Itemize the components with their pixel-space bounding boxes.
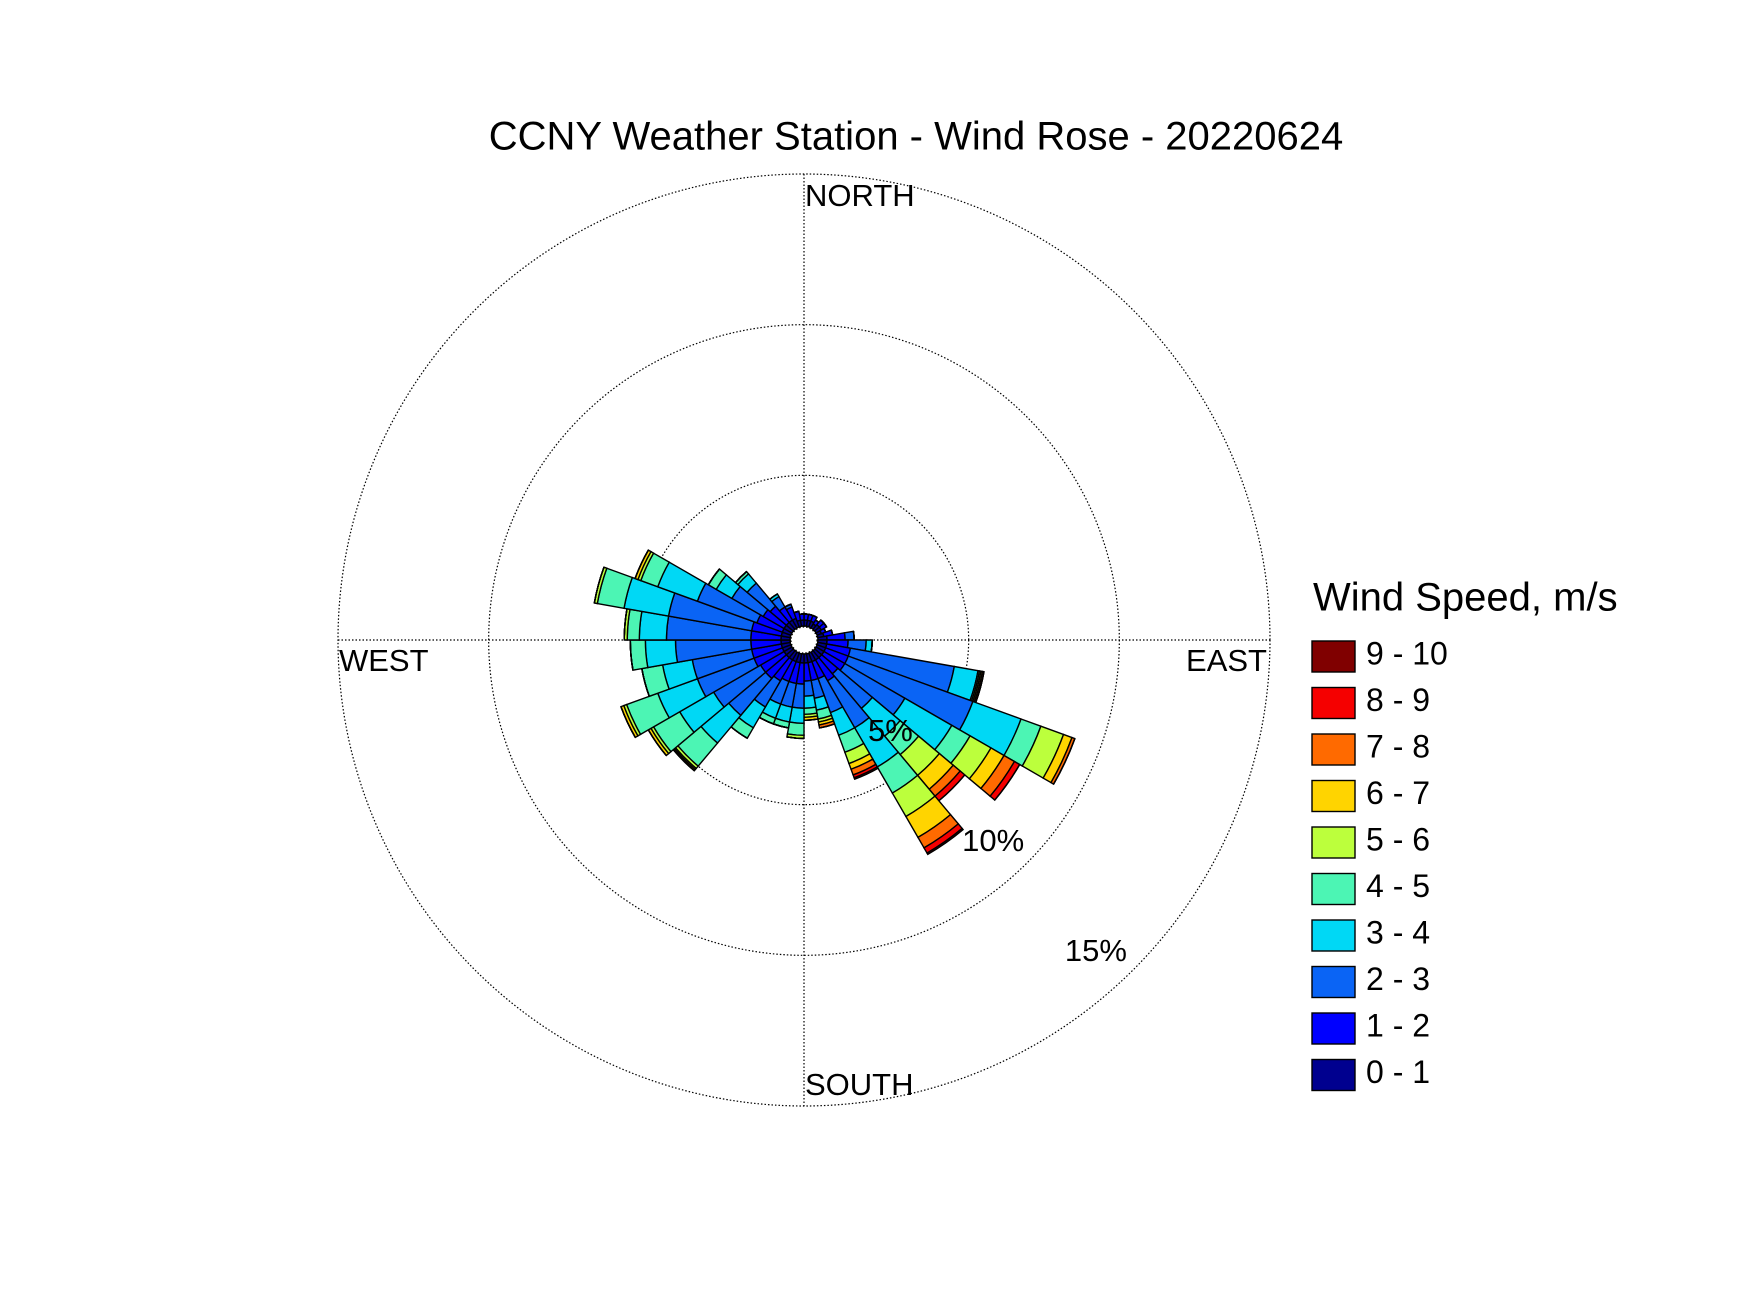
legend-swatch xyxy=(1311,1058,1356,1092)
grid-ring xyxy=(337,173,1271,1107)
legend-title: Wind Speed, m/s xyxy=(1313,576,1618,620)
north-label: NORTH xyxy=(805,178,915,213)
legend-swatch xyxy=(1311,919,1356,952)
legend-label: 5 - 6 xyxy=(1366,821,1430,857)
r-tick-label: 10% xyxy=(962,823,1024,858)
legend-swatch xyxy=(1311,965,1356,999)
wind-segment xyxy=(707,568,720,586)
legend-label: 2 - 3 xyxy=(1366,961,1430,997)
legend-swatch xyxy=(1311,779,1356,813)
wind-segment xyxy=(644,639,679,669)
legend-label: 1 - 2 xyxy=(1366,1007,1430,1043)
legend-swatch xyxy=(1311,872,1356,906)
wind-segment xyxy=(926,827,965,856)
wind-segment xyxy=(803,694,817,709)
wind-segment xyxy=(786,736,805,740)
wind-segment xyxy=(819,723,835,729)
r-tick-label: 5% xyxy=(868,713,913,748)
legend-swatch xyxy=(1311,733,1356,766)
wind-segment xyxy=(620,706,636,738)
wind-segment xyxy=(843,630,855,641)
wind-bars xyxy=(593,549,1076,856)
wind-segment xyxy=(799,619,805,628)
r-tick-label: 15% xyxy=(1065,933,1127,968)
wind-segment xyxy=(629,639,649,671)
legend-label: 3 - 4 xyxy=(1366,914,1430,950)
legend-swatch xyxy=(1311,640,1356,673)
legend-swatch xyxy=(1311,1012,1356,1045)
east-label: EAST xyxy=(1186,643,1267,678)
legend: 0 - 1 1 - 2 2 - 3 3 - 4 4 - 5 5 - 6 6 - 7 7 - 8… xyxy=(1311,635,1448,1092)
south-label: SOUTH xyxy=(805,1067,914,1102)
legend-swatch xyxy=(1311,826,1356,859)
legend-label: 7 - 8 xyxy=(1366,728,1430,764)
grid-ring xyxy=(488,324,1120,956)
legend-label: 8 - 9 xyxy=(1366,682,1430,718)
chart-title: CCNY Weather Station - Wind Rose - 20220… xyxy=(489,115,1344,159)
wind-segment xyxy=(853,765,880,781)
wind-segment xyxy=(769,593,778,600)
wind-segment xyxy=(786,721,805,737)
wind-segment xyxy=(593,566,605,604)
legend-label: 0 - 1 xyxy=(1366,1054,1430,1090)
wind-segment xyxy=(994,764,1021,801)
legend-label: 9 - 10 xyxy=(1366,635,1448,671)
center-hole xyxy=(790,626,818,654)
wind-segment xyxy=(852,631,855,641)
grid-ring xyxy=(638,474,970,806)
west-label: WEST xyxy=(339,643,429,678)
legend-label: 4 - 5 xyxy=(1366,868,1430,904)
legend-swatch xyxy=(1311,686,1356,720)
wind-segment xyxy=(823,622,828,628)
legend-label: 6 - 7 xyxy=(1366,775,1430,811)
